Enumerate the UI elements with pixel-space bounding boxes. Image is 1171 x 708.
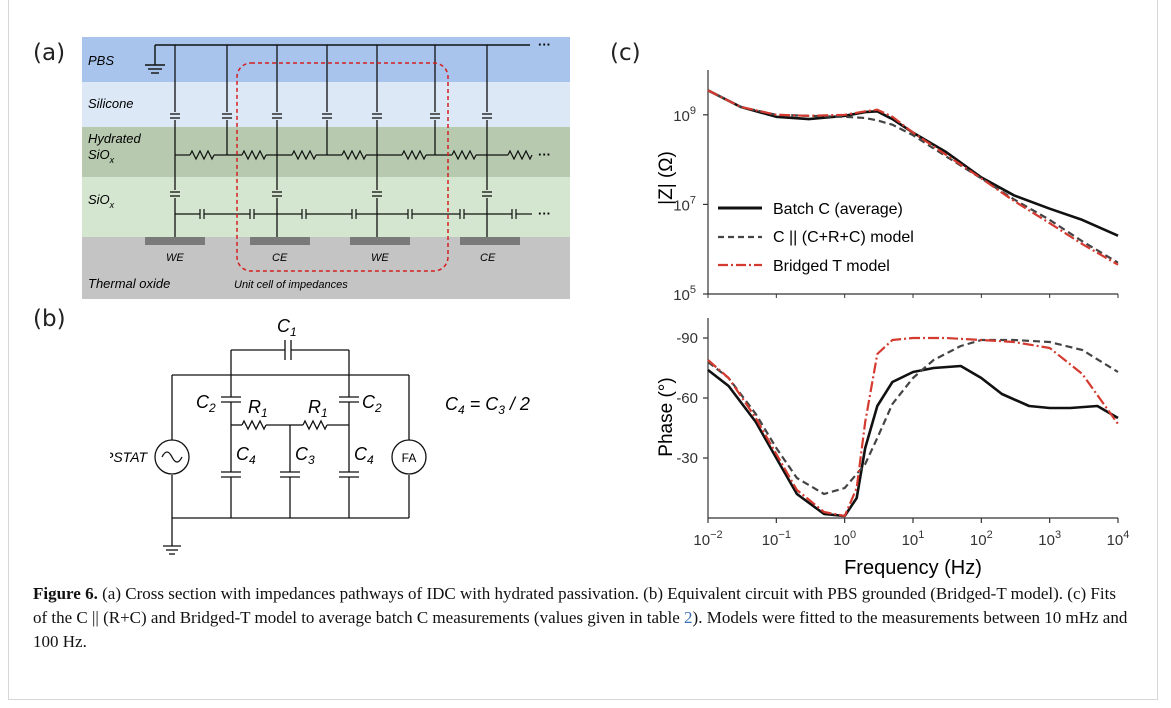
- siox-label: SiOx: [88, 192, 115, 210]
- phase-y-tick-label: -60: [676, 390, 698, 407]
- r1-right-label: R1: [308, 397, 328, 420]
- pstat-label: PSTAT: [110, 449, 148, 465]
- siox-capacitor-chain: [175, 209, 532, 219]
- caption-label: Figure 6.: [33, 584, 98, 603]
- thermal-oxide-layer: [82, 237, 570, 299]
- resistor-ellipsis: ···: [538, 147, 551, 162]
- x-tick-label: 104: [1107, 529, 1130, 549]
- unit-cell-outline: [236, 62, 449, 272]
- c4-right-label: C4: [354, 444, 374, 467]
- vertical-capacitor-wires: [170, 45, 492, 242]
- cross-section-diagram: PBS Silicone Hydrated SiOx SiOx Thermal …: [82, 37, 570, 299]
- panel-a-label: (a): [33, 40, 66, 66]
- c2-right-label: C2: [362, 392, 382, 415]
- electrode-ce-1: [250, 237, 310, 245]
- r1-left-label: R1: [248, 397, 268, 420]
- x-tick-label: 100: [833, 529, 856, 549]
- legend-label: Batch C (average): [773, 201, 903, 218]
- panel-b-label: (b): [33, 306, 66, 332]
- phase-series-solid-line: [707, 364, 1119, 518]
- hydrated-siox-layer: [82, 127, 570, 177]
- phase-ylabel: Phase (°): [656, 377, 677, 456]
- ac-source-icon: [154, 439, 190, 475]
- electrode-label: WE: [166, 252, 184, 264]
- phase-y-tick-label: -30: [676, 450, 698, 467]
- legend: Batch C (average) C || (C+R+C) model Bri…: [718, 201, 914, 275]
- xlabel: Frequency (Hz): [844, 557, 982, 579]
- hydrated-label: Hydrated: [88, 131, 142, 146]
- hydrated-siox-label: SiOx: [88, 147, 115, 165]
- panel-c-label: (c): [610, 40, 641, 66]
- c1-label: C1: [277, 316, 297, 339]
- phase-series-dashdot-line: [707, 336, 1119, 518]
- table-link[interactable]: 2: [684, 608, 693, 627]
- mag-ylabel: |Z| (Ω): [656, 151, 677, 205]
- mag-y-tick-label: 105: [673, 284, 696, 304]
- electrode-label: CE: [272, 252, 288, 264]
- c4-left-label: C4: [236, 444, 256, 467]
- electrode-we-1: [145, 237, 205, 245]
- svg-text:FA: FA: [402, 451, 417, 465]
- equivalent-circuit: PSTAT FA C1 C2 C2 R1 R1 C4 C3 C4 C4 = C3…: [110, 316, 530, 555]
- x-tick-label: 10−1: [762, 529, 791, 549]
- pbs-ellipsis: ···: [538, 37, 551, 52]
- unit-cell-label: Unit cell of impedances: [234, 279, 348, 291]
- c3-label: C3: [295, 444, 315, 467]
- mag-y-tick-label: 107: [673, 194, 696, 214]
- mag-series-dashdot-line: [707, 89, 1119, 266]
- silicone-layer: [82, 82, 570, 127]
- x-tick-label: 103: [1038, 529, 1061, 549]
- resistor-chain: [175, 149, 533, 161]
- caption-text-end: ). Models were fitted to the measurement…: [33, 608, 1128, 651]
- thermal-oxide-label: Thermal oxide: [88, 276, 170, 291]
- capacitor-ellipsis: ···: [538, 206, 551, 221]
- impedance-charts: |Z| (Ω) 109 107 105 Batch C (average) C ||…: [656, 70, 1130, 579]
- ground-icon: [145, 45, 165, 74]
- figure-caption: Figure 6. (a) Cross section with impedan…: [33, 582, 1133, 654]
- figure-frame: [8, 0, 1158, 700]
- legend-label: Bridged T model: [773, 258, 890, 275]
- caption-text: (a) Cross section with impedances pathwa…: [33, 584, 1116, 627]
- c4-equation: C4 = C3 / 2: [445, 394, 530, 417]
- pbs-label: PBS: [88, 53, 114, 68]
- electrode-ce-2: [460, 237, 520, 245]
- x-tick-label: 102: [970, 529, 993, 549]
- mag-y-tick-label: 109: [673, 105, 696, 125]
- electrode-label: CE: [480, 252, 496, 264]
- silicone-label: Silicone: [88, 96, 134, 111]
- legend-label: C || (C+R+C) model: [773, 229, 914, 246]
- x-tick-label: 101: [902, 529, 925, 549]
- phase-y-tick-label: -90: [676, 330, 698, 347]
- siox-layer: [82, 177, 570, 237]
- c2-left-label: C2: [196, 392, 216, 415]
- phase-series-dashed-line: [707, 338, 1119, 496]
- x-tick-label: 10−2: [693, 529, 722, 549]
- mag-series-solid-line: [707, 89, 1119, 237]
- fa-meter-icon: FA: [391, 439, 427, 475]
- electrode-we-2: [350, 237, 410, 245]
- electrode-label: WE: [371, 252, 389, 264]
